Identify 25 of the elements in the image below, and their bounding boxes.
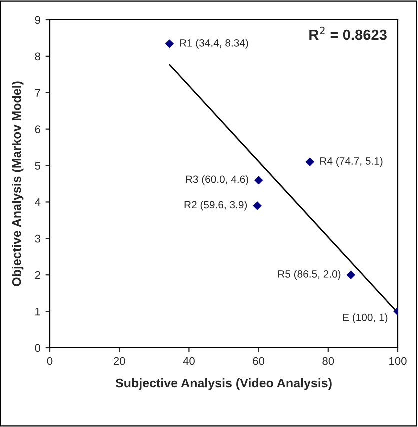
x-tick-label: 0 [47, 357, 53, 366]
y-axis-title: Objective Analysis (Markov Model) [12, 82, 24, 286]
annotation: R4 (74.7, 5.1) [320, 157, 383, 167]
x-tick-label: 100 [390, 357, 407, 366]
y-tick-label: 8 [35, 52, 40, 61]
y-tick-label: 4 [35, 198, 41, 206]
y-tick-label: 3 [35, 234, 40, 243]
x-tick-label: 40 [183, 357, 195, 366]
annotation: R3 (60.0, 4.6) [186, 176, 248, 186]
y-tick-label: 7 [35, 89, 40, 97]
x-tick-label: 60 [253, 357, 265, 366]
annotation: R$^{2}$ = 0.8623 [310, 26, 387, 40]
y-tick-label: 1 [36, 308, 40, 316]
x-axis-title: Subjective Analysis (Video Analysis) [116, 378, 332, 390]
annotation: R1 (34.4, 8.34) [180, 39, 248, 49]
y-tick-label: 0 [35, 344, 41, 352]
y-tick-label: 2 [35, 271, 40, 280]
y-tick-label: 5 [35, 162, 41, 170]
annotation: E (100, 1) [343, 314, 388, 324]
x-tick-label: 80 [322, 357, 334, 366]
annotation: R2 (59.6, 3.9) [184, 201, 248, 211]
y-tick-label: 9 [35, 16, 40, 24]
annotation: R5 (86.5, 2.0) [278, 270, 341, 280]
x-tick-label: 20 [114, 357, 126, 366]
y-tick-label: 6 [35, 126, 40, 134]
